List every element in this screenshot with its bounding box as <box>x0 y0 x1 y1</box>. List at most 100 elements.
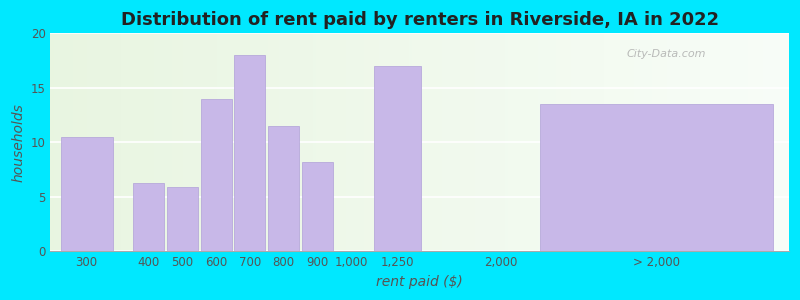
Bar <box>693 33 697 251</box>
Bar <box>272 33 276 251</box>
Bar <box>608 33 612 251</box>
Bar <box>464 33 468 251</box>
Bar <box>626 33 630 251</box>
Bar <box>313 33 316 251</box>
Bar <box>220 33 224 251</box>
Bar <box>427 33 430 251</box>
Bar <box>142 33 146 251</box>
Bar <box>423 33 427 251</box>
Bar <box>601 33 604 251</box>
Bar <box>645 33 649 251</box>
Bar <box>276 33 279 251</box>
Bar <box>231 33 235 251</box>
Bar <box>165 33 169 251</box>
Bar <box>294 33 298 251</box>
Bar <box>438 33 442 251</box>
Bar <box>91 33 94 251</box>
Bar <box>117 33 121 251</box>
Bar <box>235 33 238 251</box>
Bar <box>722 33 726 251</box>
Bar <box>726 33 730 251</box>
Bar <box>748 33 752 251</box>
Bar <box>58 33 62 251</box>
Bar <box>110 33 113 251</box>
Bar <box>234 55 266 251</box>
Bar <box>785 33 789 251</box>
Bar <box>545 33 549 251</box>
Bar <box>375 33 379 251</box>
Bar <box>574 33 578 251</box>
Bar <box>176 33 180 251</box>
Bar <box>564 33 567 251</box>
Bar <box>128 33 132 251</box>
Bar <box>154 33 158 251</box>
Bar <box>102 33 106 251</box>
Bar <box>782 33 785 251</box>
Bar <box>169 33 172 251</box>
Bar <box>505 33 508 251</box>
Bar <box>501 33 505 251</box>
Bar <box>224 33 228 251</box>
Bar <box>268 33 272 251</box>
Bar <box>412 33 416 251</box>
Bar <box>302 33 305 251</box>
Bar <box>715 33 718 251</box>
Bar <box>309 33 313 251</box>
Bar <box>686 33 689 251</box>
Bar <box>261 33 265 251</box>
Bar <box>519 33 523 251</box>
Bar <box>734 33 737 251</box>
Bar <box>460 33 464 251</box>
Bar <box>146 33 150 251</box>
Bar <box>65 33 69 251</box>
Bar <box>708 33 711 251</box>
Bar <box>98 33 102 251</box>
Bar <box>571 33 574 251</box>
Bar <box>730 33 734 251</box>
Bar <box>302 162 333 251</box>
Bar <box>652 33 656 251</box>
Bar <box>254 33 257 251</box>
Bar <box>84 33 87 251</box>
Text: City-Data.com: City-Data.com <box>626 49 706 59</box>
Bar <box>678 33 682 251</box>
Bar <box>350 33 353 251</box>
Bar <box>453 33 457 251</box>
Bar <box>586 33 590 251</box>
Bar <box>327 33 331 251</box>
Bar <box>560 33 564 251</box>
Bar <box>697 33 700 251</box>
Bar <box>597 33 601 251</box>
Bar <box>582 33 586 251</box>
Bar <box>202 33 206 251</box>
Bar <box>334 33 338 251</box>
Bar <box>700 33 704 251</box>
Bar <box>398 33 401 251</box>
Bar <box>457 33 460 251</box>
Bar <box>106 33 110 251</box>
Bar <box>770 33 774 251</box>
Bar <box>320 33 324 251</box>
Bar <box>250 33 254 251</box>
Bar <box>670 33 674 251</box>
Bar <box>766 33 770 251</box>
Bar <box>741 33 745 251</box>
Bar <box>346 33 350 251</box>
Bar <box>689 33 693 251</box>
Bar <box>305 33 309 251</box>
Bar <box>542 33 545 251</box>
Bar <box>512 33 516 251</box>
Bar <box>158 33 161 251</box>
Bar <box>194 33 198 251</box>
Bar <box>113 33 117 251</box>
Bar <box>386 33 390 251</box>
Bar <box>405 33 409 251</box>
Bar <box>80 33 84 251</box>
Bar <box>638 33 641 251</box>
Bar <box>124 33 128 251</box>
Bar <box>490 33 494 251</box>
Bar <box>357 33 361 251</box>
Bar <box>73 33 76 251</box>
Bar <box>516 33 519 251</box>
Bar <box>134 183 165 251</box>
